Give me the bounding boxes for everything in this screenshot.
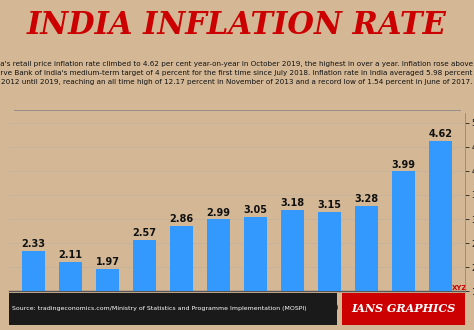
- Bar: [244, 216, 267, 330]
- Text: 4.62: 4.62: [428, 129, 453, 139]
- Text: 3.18: 3.18: [281, 198, 305, 209]
- Text: 1.97: 1.97: [96, 257, 119, 267]
- FancyBboxPatch shape: [342, 293, 465, 325]
- Bar: [429, 141, 452, 330]
- Bar: [96, 269, 119, 330]
- Bar: [355, 206, 378, 330]
- Bar: [392, 171, 415, 330]
- Text: 2.11: 2.11: [58, 250, 82, 260]
- Text: 2.99: 2.99: [207, 208, 230, 217]
- Text: 2.33: 2.33: [21, 239, 46, 249]
- Text: 2.57: 2.57: [133, 228, 156, 238]
- Text: 2.86: 2.86: [169, 214, 193, 224]
- Bar: [281, 210, 304, 330]
- Text: 3.28: 3.28: [355, 194, 379, 204]
- Bar: [207, 219, 230, 330]
- FancyBboxPatch shape: [9, 293, 337, 325]
- Text: IANS GRAPHICS: IANS GRAPHICS: [351, 303, 455, 314]
- Text: XYZ: XYZ: [452, 285, 467, 291]
- Text: 3.99: 3.99: [392, 159, 416, 170]
- Text: Source: tradingeconomics.com/Ministry of Statistics and Programme Implementation: Source: tradingeconomics.com/Ministry of…: [12, 307, 306, 312]
- Text: 3.05: 3.05: [244, 205, 267, 215]
- Bar: [170, 226, 193, 330]
- Bar: [318, 212, 341, 330]
- Bar: [59, 262, 82, 330]
- Text: India's retail price inflation rate climbed to 4.62 per cent year-on-year in Oct: India's retail price inflation rate clim…: [0, 61, 474, 85]
- Text: 3.15: 3.15: [318, 200, 341, 210]
- Bar: [22, 251, 45, 330]
- Text: INDIA INFLATION RATE: INDIA INFLATION RATE: [27, 10, 447, 41]
- Bar: [133, 240, 156, 330]
